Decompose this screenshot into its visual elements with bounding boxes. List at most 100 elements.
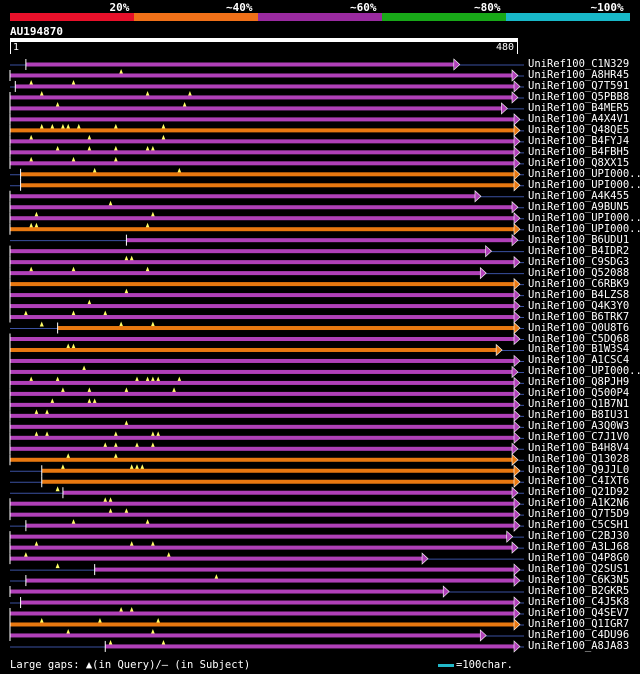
hit-bar[interactable] [10, 391, 514, 396]
hit-label[interactable]: UniRef100_A1K2N6 [528, 497, 630, 510]
hit-label[interactable]: UniRef100_Q52088 [528, 266, 630, 279]
hit-label[interactable]: UniRef100_UPI000.. [528, 222, 640, 235]
hit-label[interactable]: UniRef100_B4IDR2 [528, 244, 630, 257]
hit-bar[interactable] [10, 534, 507, 539]
hit-bar[interactable] [10, 150, 514, 155]
hit-label[interactable]: UniRef100_UPI000.. [528, 178, 640, 191]
hit-bar[interactable] [10, 128, 514, 133]
hit-label[interactable]: UniRef100_C6RBK9 [528, 277, 630, 290]
hit-bar[interactable] [10, 512, 514, 517]
hit-bar[interactable] [10, 194, 475, 199]
hit-label[interactable]: UniRef100_Q9JJL0 [528, 464, 630, 477]
hit-bar[interactable] [20, 600, 514, 605]
hit-bar[interactable] [10, 293, 514, 298]
hit-label[interactable]: UniRef100_Q0U8T6 [528, 321, 630, 334]
hit-bar[interactable] [41, 479, 514, 484]
hit-bar[interactable] [41, 468, 514, 473]
hit-label[interactable]: UniRef100_B4FBH5 [528, 145, 630, 158]
hit-bar[interactable] [57, 326, 514, 331]
hit-label[interactable]: UniRef100_B4LZS8 [528, 288, 630, 301]
hit-bar[interactable] [10, 304, 514, 309]
hit-bar[interactable] [10, 249, 486, 254]
hit-label[interactable]: UniRef100_Q4P8G0 [528, 552, 630, 565]
hit-label[interactable]: UniRef100_A4K455 [528, 189, 630, 202]
hit-bar[interactable] [10, 139, 514, 144]
hit-bar[interactable] [10, 205, 512, 210]
hit-bar[interactable] [10, 435, 514, 440]
hit-bar[interactable] [105, 644, 514, 649]
hit-bar[interactable] [10, 347, 497, 352]
hit-bar[interactable] [25, 62, 454, 67]
hit-bar[interactable] [10, 556, 423, 561]
hit-label[interactable]: UniRef100_Q7T5D9 [528, 508, 630, 521]
hit-bar[interactable] [10, 315, 514, 320]
hit-bar[interactable] [10, 271, 481, 276]
hit-bar[interactable] [10, 337, 514, 341]
hit-label[interactable]: UniRef100_A8JA83 [528, 639, 630, 652]
hit-bar[interactable] [10, 545, 512, 550]
hit-bar[interactable] [10, 369, 512, 374]
hit-label[interactable]: UniRef100_Q1IGR7 [528, 617, 630, 630]
hit-label[interactable]: UniRef100_Q1B7N1 [528, 398, 630, 411]
hit-bar[interactable] [10, 413, 514, 418]
hit-bar[interactable] [10, 589, 444, 594]
hit-label[interactable]: UniRef100_UPI000.. [528, 365, 640, 378]
hit-label[interactable]: UniRef100_Q4SEV7 [528, 607, 630, 619]
hit-label[interactable]: UniRef100_Q48QE5 [528, 123, 630, 136]
hit-bar[interactable] [10, 117, 514, 122]
hit-label[interactable]: UniRef100_C5CSH1 [528, 519, 630, 532]
hit-bar[interactable] [25, 578, 514, 583]
hit-bar[interactable] [10, 501, 514, 506]
hit-label[interactable]: UniRef100_A9BUN5 [528, 200, 630, 213]
hit-label[interactable]: UniRef100_B1W3S4 [528, 343, 630, 356]
hit-label[interactable]: UniRef100_Q8XX15 [528, 156, 630, 169]
hit-bar[interactable] [10, 611, 514, 616]
hit-label[interactable]: UniRef100_A3LJ68 [528, 541, 630, 554]
hit-bar[interactable] [94, 567, 515, 572]
hit-label[interactable]: UniRef100_B6TRK7 [528, 310, 630, 323]
hit-label[interactable]: UniRef100_B8IU31 [528, 409, 630, 422]
hit-bar[interactable] [10, 402, 514, 407]
hit-label[interactable]: UniRef100_C7J1V0 [528, 431, 630, 444]
hit-label[interactable]: UniRef100_A3Q0W3 [528, 420, 630, 433]
hit-label[interactable]: UniRef100_Q500P4 [528, 387, 630, 400]
hit-bar[interactable] [20, 183, 514, 188]
hit-bar[interactable] [10, 216, 514, 221]
hit-label[interactable]: UniRef100_C9SDG3 [528, 255, 630, 268]
hit-label[interactable]: UniRef100_UPI000.. [528, 211, 640, 224]
hit-label[interactable]: UniRef100_B4MER5 [528, 101, 630, 114]
hit-bar[interactable] [10, 633, 481, 638]
hit-label[interactable]: UniRef100_UPI000.. [528, 167, 640, 180]
hit-bar[interactable] [10, 73, 512, 78]
hit-label[interactable]: UniRef100_C6K3N5 [528, 574, 630, 587]
hit-label[interactable]: UniRef100_B6UDU1 [528, 233, 630, 246]
hit-bar[interactable] [20, 172, 514, 177]
hit-bar[interactable] [10, 260, 514, 265]
hit-bar[interactable] [10, 358, 514, 363]
hit-bar[interactable] [62, 490, 513, 495]
hit-label[interactable]: UniRef100_Q8PJH9 [528, 376, 630, 389]
hit-bar[interactable] [10, 95, 512, 100]
hit-bar[interactable] [10, 161, 514, 166]
hit-label[interactable]: UniRef100_Q2SUS1 [528, 563, 630, 576]
hit-label[interactable]: UniRef100_C2BJ30 [528, 530, 630, 543]
hit-label[interactable]: UniRef100_Q5PBB8 [528, 90, 630, 103]
hit-label[interactable]: UniRef100_B2GKR5 [528, 585, 630, 598]
hit-label[interactable]: UniRef100_C4IXT6 [528, 475, 630, 488]
hit-label[interactable]: UniRef100_A1CSC4 [528, 354, 630, 367]
hit-label[interactable]: UniRef100_A4X4V1 [528, 112, 630, 125]
hit-bar[interactable] [10, 106, 502, 111]
hit-bar[interactable] [10, 282, 514, 287]
hit-label[interactable]: UniRef100_Q4K3Y0 [528, 299, 630, 312]
hit-bar[interactable] [10, 424, 514, 429]
hit-bar[interactable] [15, 84, 515, 89]
hit-bar[interactable] [25, 523, 514, 528]
hit-label[interactable]: UniRef100_C4DU96 [528, 628, 630, 641]
hit-bar[interactable] [10, 380, 514, 385]
hit-label[interactable]: UniRef100_C1N329 [528, 58, 630, 70]
hit-label[interactable]: UniRef100_B4H8V4 [528, 442, 630, 455]
hit-label[interactable]: UniRef100_A8HR45 [528, 68, 630, 81]
hit-label[interactable]: UniRef100_Q21D92 [528, 486, 630, 499]
hit-bar[interactable] [10, 622, 514, 627]
hit-bar[interactable] [10, 446, 512, 451]
